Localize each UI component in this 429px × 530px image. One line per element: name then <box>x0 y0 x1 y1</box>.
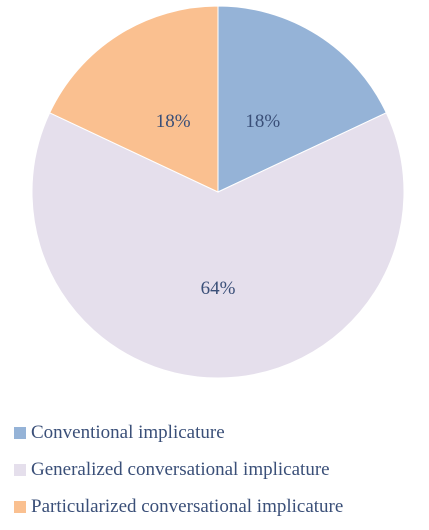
pie-slice-conventional <box>217 5 387 193</box>
legend-swatch-generalized <box>14 463 26 476</box>
slice-label-particularized: 18% <box>156 111 191 132</box>
pie-slice-generalized <box>31 112 405 379</box>
legend-swatch-particularized <box>14 500 26 513</box>
legend-swatch-conventional <box>14 426 26 439</box>
legend-item-particularized: Particularized conversational implicatur… <box>14 488 424 525</box>
slice-label-generalized: 64% <box>201 278 236 299</box>
slice-label-conventional: 18% <box>245 111 280 132</box>
pie-slice-particularized <box>49 5 219 193</box>
legend-label-particularized: Particularized conversational implicatur… <box>31 495 344 517</box>
legend-label-generalized: Generalized conversational implicature <box>31 458 330 480</box>
legend: Conventional implicature Generalized con… <box>14 414 424 525</box>
legend-item-conventional: Conventional implicature <box>14 414 424 451</box>
pie-chart: 18% 64% 18% <box>31 5 405 379</box>
legend-label-conventional: Conventional implicature <box>31 421 225 443</box>
legend-item-generalized: Generalized conversational implicature <box>14 451 424 488</box>
